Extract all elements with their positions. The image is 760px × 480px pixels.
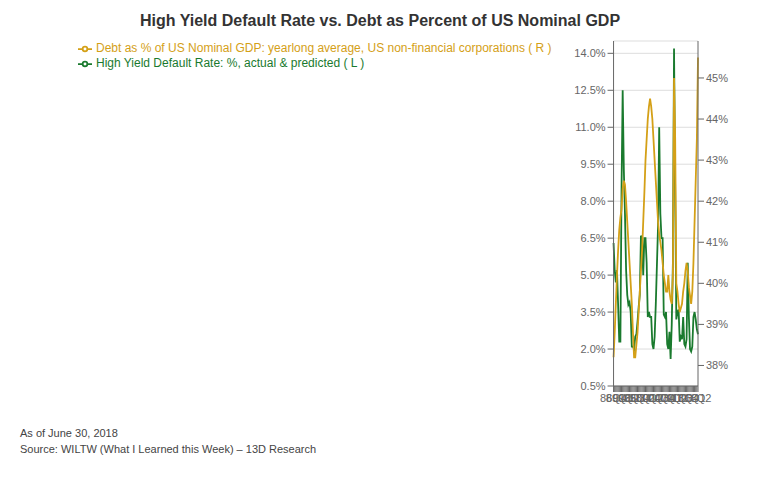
svg-text:14.0%: 14.0% (574, 47, 605, 59)
html-text:High Yield Default Rate vs. De: High Yield Default Rate vs. Debt as Perc… (139, 12, 620, 29)
svg-text:39%: 39% (706, 318, 728, 330)
svg-text:43%: 43% (706, 154, 728, 166)
svg-text:38%: 38% (706, 359, 728, 371)
svg-text:44%: 44% (706, 113, 728, 125)
svg-text:42%: 42% (706, 195, 728, 207)
svg-text:5.0%: 5.0% (580, 269, 605, 281)
svg-text:12.5%: 12.5% (574, 84, 605, 96)
svg-text:2.0%: 2.0% (580, 343, 605, 355)
svg-text:40%: 40% (706, 277, 728, 289)
svg-text:18Q2: 18Q2 (685, 392, 712, 404)
svg-text:8.0%: 8.0% (580, 195, 605, 207)
svg-text:11.0%: 11.0% (575, 121, 606, 133)
svg-text:41%: 41% (706, 236, 728, 248)
svg-text:9.5%: 9.5% (580, 158, 605, 170)
svg-text:3.5%: 3.5% (580, 306, 605, 318)
svg-text:0.5%: 0.5% (580, 380, 605, 392)
html-text:As of June 30, 2018: As of June 30, 2018 (20, 427, 118, 439)
html-text:High Yield Default Rate: %, ac: High Yield Default Rate: %, actual & pre… (96, 55, 365, 70)
svg-text:6.5%: 6.5% (580, 232, 605, 244)
html-text:Source: WILTW (What I Learned: Source: WILTW (What I Learned this Week)… (20, 443, 317, 455)
svg-text:45%: 45% (706, 72, 728, 84)
html-text:Debt as % of US Nominal GDP: y: Debt as % of US Nominal GDP: yearlong av… (96, 41, 552, 55)
